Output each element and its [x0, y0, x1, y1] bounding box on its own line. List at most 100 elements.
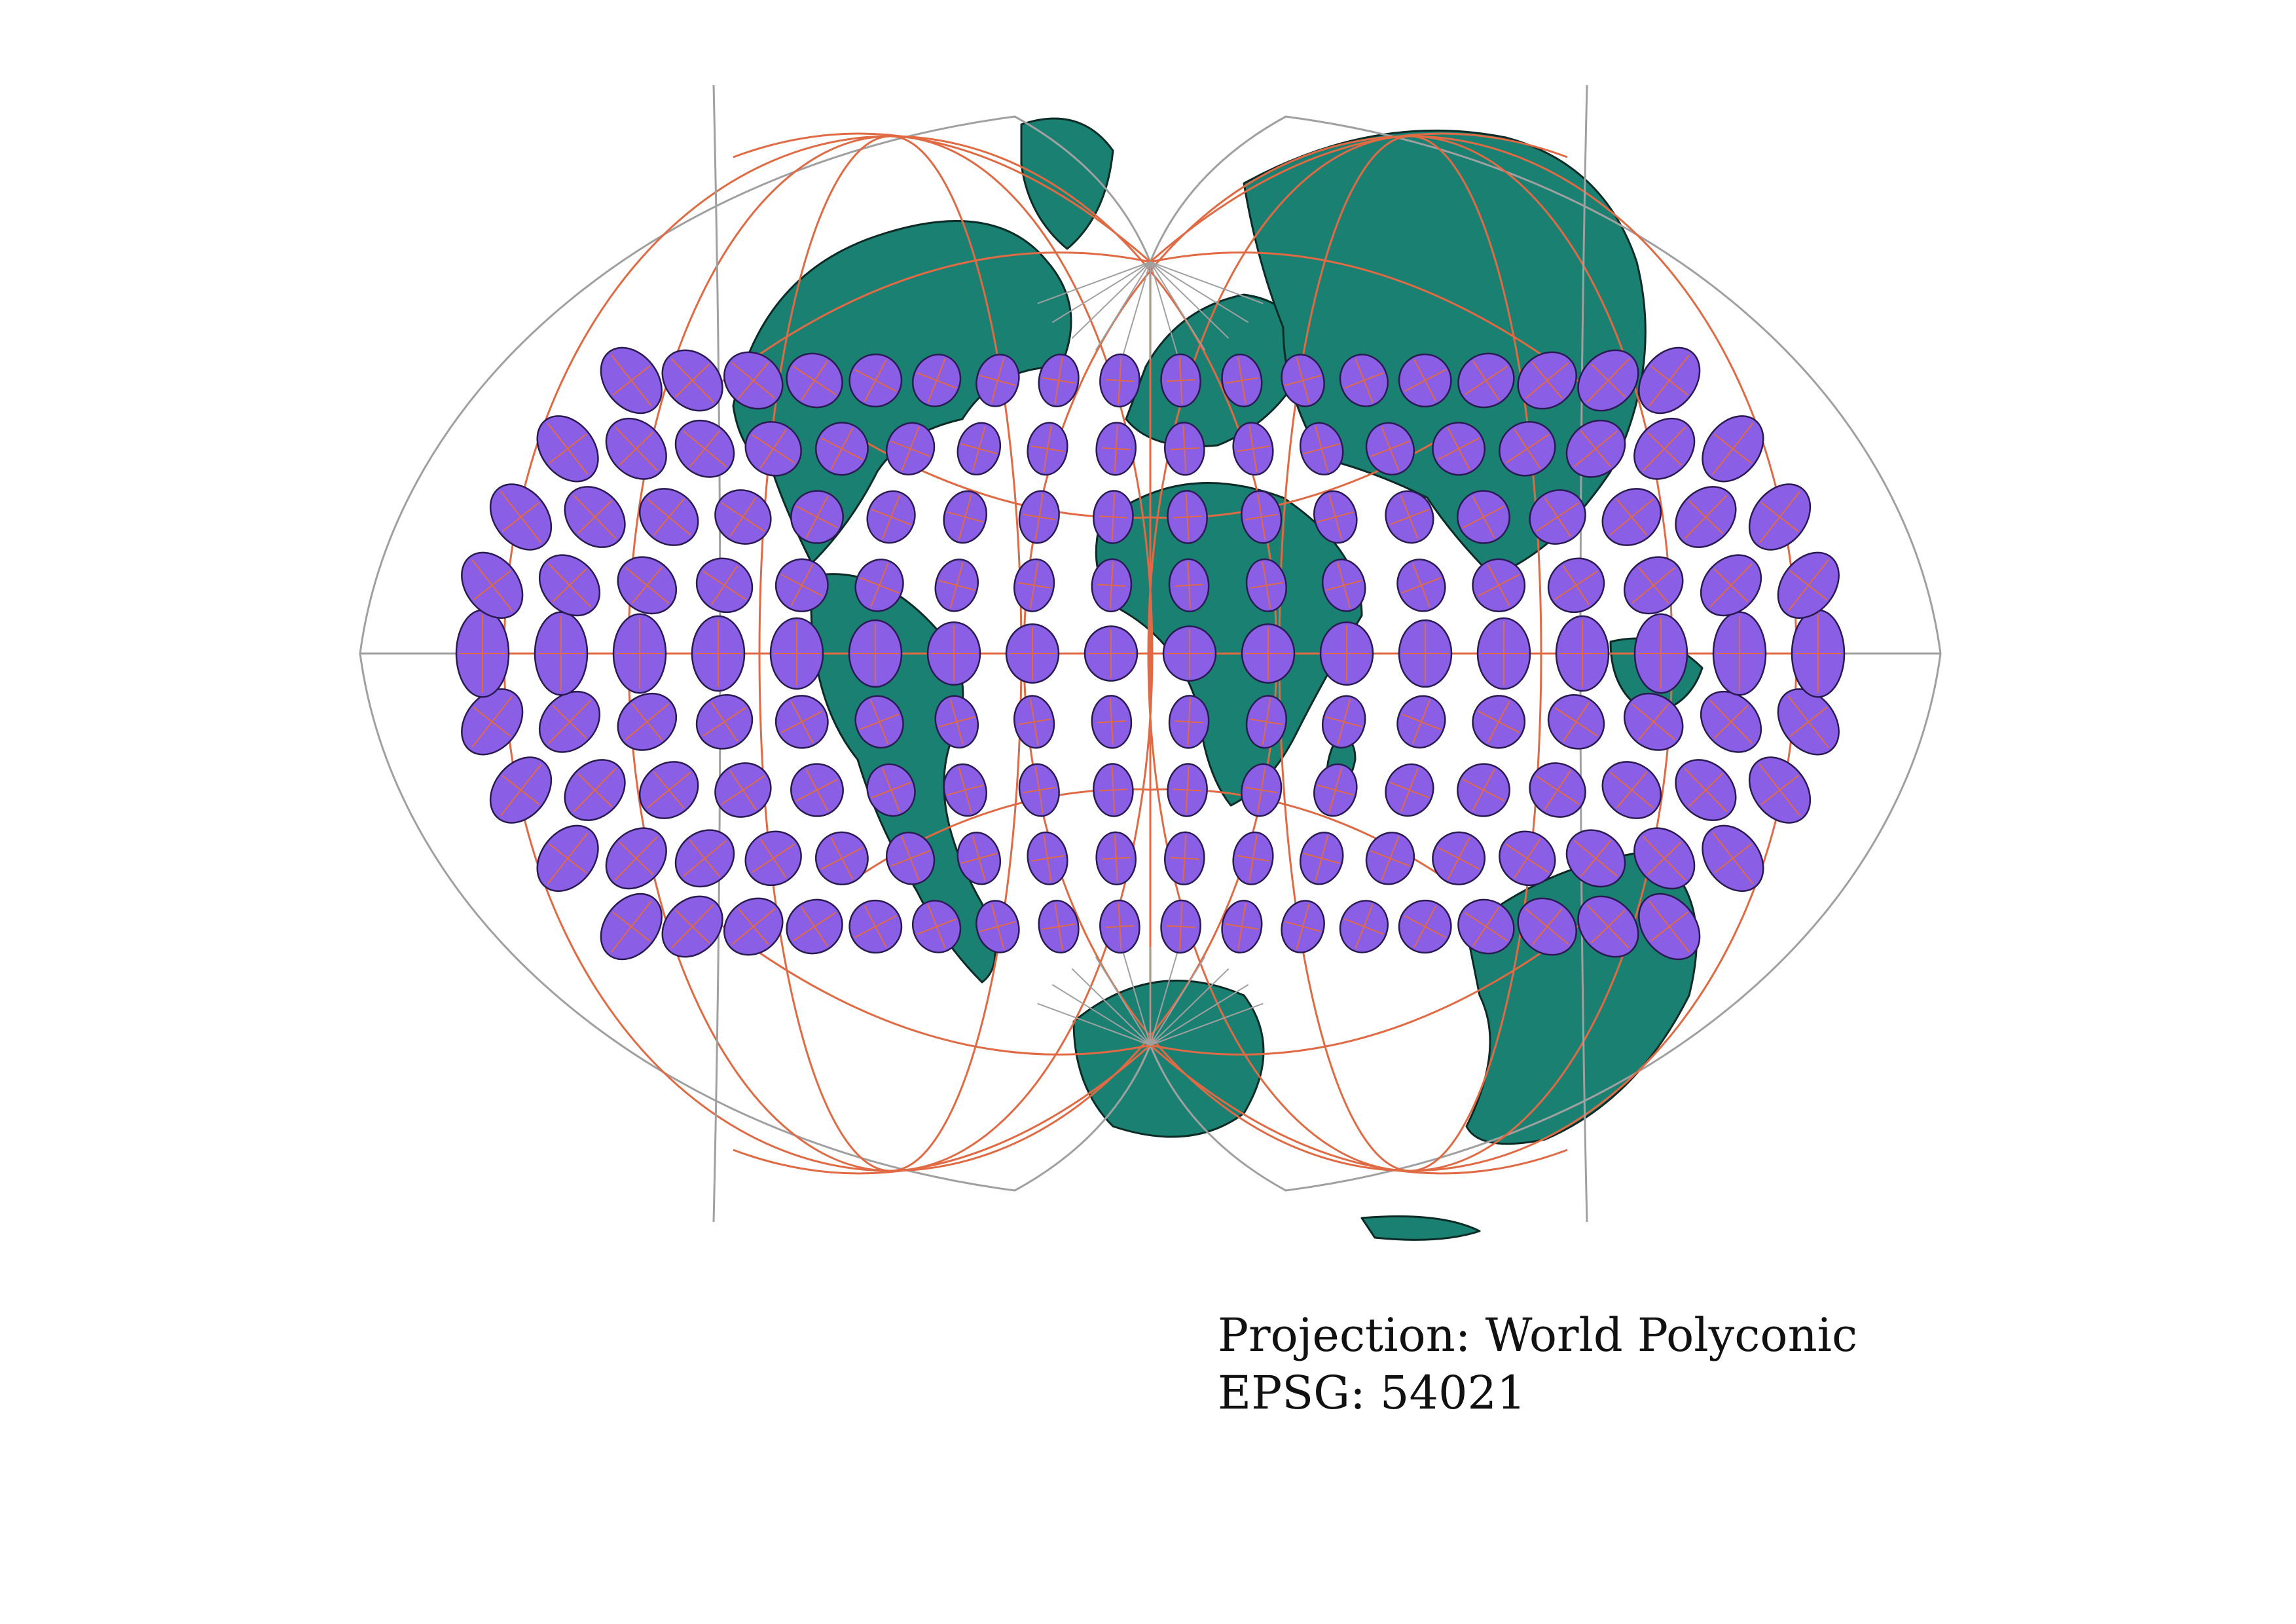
- epsg-label: EPSG:: [1218, 1366, 1366, 1420]
- tissot-ellipse: [786, 352, 843, 409]
- tissot-ellipse: [1162, 625, 1217, 682]
- map-caption: Projection: World Polyconic EPSG: 54021: [1218, 1306, 1857, 1422]
- tissot-ellipse: [975, 354, 1020, 407]
- tissot-ellipse: [605, 417, 667, 480]
- tissot-ellipse: [1013, 558, 1055, 612]
- tissot-ellipse: [790, 763, 844, 817]
- tissot-ellipse: [774, 695, 829, 749]
- tissot-ellipse: [1168, 695, 1210, 749]
- north-pole-ray: [1071, 261, 1151, 339]
- tissot-ellipse: [975, 900, 1020, 953]
- north-pole-ray: [1150, 261, 1230, 339]
- tissot-ellipse: [1281, 900, 1325, 953]
- tissot-ellipse: [1457, 763, 1510, 817]
- tissot-ellipse: [1529, 489, 1586, 545]
- tissot-ellipse: [1091, 695, 1133, 749]
- tissot-ellipse: [1432, 422, 1486, 476]
- tissot-ellipse: [1027, 831, 1068, 885]
- tissot-ellipse: [1160, 353, 1201, 408]
- tissot-ellipse: [786, 898, 843, 955]
- tissot-ellipse: [1167, 490, 1208, 544]
- tissot-ellipse: [1638, 346, 1701, 415]
- tissot-ellipse: [1281, 354, 1325, 407]
- parallel-north-75-left: [733, 132, 1151, 263]
- tissot-ellipse: [564, 759, 626, 821]
- tissot-ellipse: [1319, 621, 1374, 686]
- tissot-ellipse: [1164, 422, 1205, 476]
- tissot-indicatrix-layer: [455, 346, 1846, 961]
- south-pole-ray: [1095, 956, 1151, 1046]
- tissot-ellipse: [1529, 762, 1586, 818]
- tissot-ellipse: [1095, 422, 1137, 476]
- tissot-ellipse: [1623, 556, 1684, 615]
- tissot-ellipse: [814, 422, 869, 476]
- tissot-ellipse: [1565, 829, 1626, 888]
- tissot-ellipse: [1712, 611, 1767, 696]
- tissot-ellipse: [1339, 900, 1389, 953]
- tissot-ellipse: [1099, 899, 1140, 954]
- epsg-code: 54021: [1379, 1366, 1526, 1420]
- tissot-ellipse: [1472, 558, 1526, 612]
- tissot-ellipse: [1432, 831, 1486, 885]
- tissot-ellipse: [744, 420, 802, 477]
- tissot-ellipse: [1748, 756, 1812, 824]
- tissot-ellipse: [1160, 899, 1201, 954]
- tissot-ellipse: [1005, 623, 1060, 684]
- tissot-ellipse: [854, 559, 904, 612]
- tissot-ellipse: [926, 621, 981, 686]
- tissot-ellipse: [854, 695, 904, 749]
- tissot-ellipse: [1555, 615, 1610, 692]
- north-pole-ray: [1037, 261, 1151, 304]
- tissot-ellipse: [848, 619, 903, 688]
- tissot-ellipse: [1385, 490, 1434, 544]
- tissot-ellipse: [1241, 623, 1296, 684]
- north-pole-ray: [1150, 261, 1179, 358]
- tissot-ellipse: [1232, 422, 1274, 476]
- tissot-ellipse: [934, 559, 979, 612]
- north-pole-ray: [1121, 261, 1151, 358]
- tissot-ellipse: [1547, 693, 1605, 750]
- tissot-ellipse: [1517, 351, 1577, 410]
- projection-line: Projection: World Polyconic: [1218, 1306, 1857, 1364]
- tissot-ellipse: [1093, 490, 1134, 544]
- tissot-ellipse: [1398, 619, 1453, 688]
- tissot-ellipse: [674, 829, 735, 888]
- tissot-ellipse: [1457, 898, 1515, 955]
- tissot-ellipse: [1565, 419, 1626, 478]
- tissot-ellipse: [848, 899, 903, 954]
- parallel-south-75-right: [1150, 1044, 1568, 1175]
- tissot-ellipse: [489, 756, 553, 824]
- tissot-ellipse: [1095, 831, 1137, 886]
- tissot-ellipse: [536, 415, 599, 483]
- tissot-ellipse: [912, 900, 962, 953]
- tissot-ellipse: [774, 558, 829, 612]
- tissot-ellipse: [1313, 763, 1358, 817]
- tissot-ellipse: [723, 897, 784, 956]
- tissot-ellipse: [1385, 763, 1434, 817]
- tissot-ellipse: [661, 349, 723, 412]
- tissot-ellipse: [617, 556, 678, 615]
- tissot-ellipse: [1365, 422, 1415, 476]
- tissot-ellipse: [723, 351, 784, 410]
- projection-name: World Polyconic: [1485, 1308, 1858, 1362]
- tissot-ellipse: [1633, 417, 1696, 480]
- north-pole-ray: [1095, 261, 1151, 351]
- tissot-ellipse: [1038, 899, 1080, 954]
- north-pole-ray: [1150, 261, 1249, 323]
- tissot-ellipse: [1164, 831, 1205, 886]
- tissot-ellipse: [1093, 763, 1134, 817]
- south-pole-ray: [1051, 984, 1151, 1046]
- tissot-ellipse: [943, 490, 987, 544]
- tissot-ellipse: [1675, 759, 1737, 821]
- tissot-ellipse: [790, 490, 844, 544]
- parallel-south-75-left: [733, 1044, 1151, 1175]
- tissot-ellipse: [714, 489, 772, 545]
- north-pole-ray: [1150, 261, 1264, 304]
- tissot-ellipse: [605, 827, 667, 890]
- tissot-ellipse: [1339, 354, 1389, 407]
- tissot-ellipse: [1241, 490, 1283, 544]
- tissot-ellipse: [886, 832, 936, 885]
- tissot-ellipse: [1018, 490, 1060, 544]
- tissot-ellipse: [1777, 551, 1840, 619]
- tissot-ellipse: [912, 354, 962, 407]
